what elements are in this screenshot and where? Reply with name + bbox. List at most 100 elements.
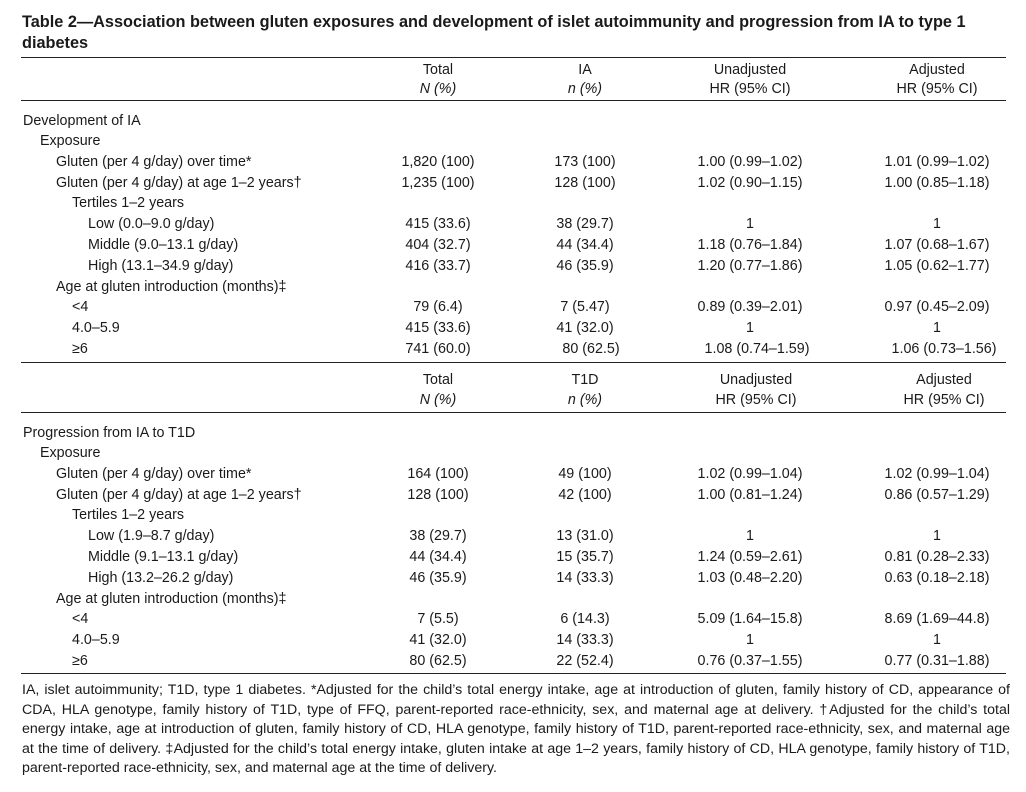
cell-adj: 1.05 (0.62–1.77): [884, 257, 990, 274]
row-label: Age at gluten introduction (months)‡: [56, 590, 287, 607]
cell-n: 14 (33.3): [556, 632, 614, 649]
cell-n: 6 (14.3): [560, 611, 610, 628]
row-label: Gluten (per 4 g/day) over time*: [56, 465, 252, 482]
row-label: Middle (9.1–13.1 g/day): [88, 549, 239, 565]
cell-total: 404 (32.7): [405, 237, 471, 253]
cell-adj: 1: [933, 632, 941, 649]
cell-total: 80 (62.5): [409, 653, 467, 669]
col-header-ia: IA: [578, 62, 592, 78]
row-label: High (13.2–26.2 g/day): [88, 569, 234, 586]
row-label: Gluten (per 4 g/day) at age 1–2 years†: [56, 486, 302, 503]
cell-n: 22 (52.4): [556, 653, 614, 669]
row-label: ≥6: [72, 341, 88, 357]
row-label: High (13.1–34.9 g/day): [88, 257, 234, 274]
cell-unadj: 1.20 (0.77–1.86): [697, 257, 803, 274]
cell-n: 49 (100): [558, 465, 612, 482]
row-label: Tertiles 1–2 years: [72, 195, 185, 212]
cell-unadj: 1.00 (0.99–1.02): [697, 153, 803, 170]
col-header-t1d: T1D: [571, 372, 599, 388]
cell-unadj: 1.02 (0.90–1.15): [697, 174, 803, 191]
cell-adj: 0.63 (0.18–2.18): [884, 569, 990, 586]
cell-unadj: 1.03 (0.48–2.20): [697, 569, 803, 586]
col-header-ia-sub: n (%): [567, 81, 603, 97]
cell-n: 13 (31.0): [556, 528, 614, 545]
col-header-t1d-sub: n (%): [567, 392, 603, 408]
col-header-unadjusted: Unadjusted: [713, 62, 787, 78]
rule-header1: [21, 100, 1006, 101]
cell-adj: 1.00 (0.85–1.18): [884, 174, 990, 191]
cell-unadj: 1.08 (0.74–1.59): [704, 341, 810, 357]
cell-adj: 1: [933, 320, 941, 337]
cell-adj: 1.06 (0.73–1.56): [891, 341, 997, 357]
row-label: <4: [72, 611, 89, 628]
row-label: Gluten (per 4 g/day) at age 1–2 years†: [56, 174, 302, 191]
col-header-unadjusted-sub: HR (95% CI): [715, 392, 797, 408]
row-label: ≥6: [72, 653, 88, 669]
cell-n: 44 (34.4): [556, 237, 614, 253]
col-header-adjusted-sub: HR (95% CI): [896, 81, 978, 97]
cell-n: 173 (100): [554, 153, 616, 170]
row-label: 4.0–5.9: [72, 632, 120, 649]
cell-total: 41 (32.0): [409, 632, 467, 649]
cell-unadj: 1: [746, 320, 754, 337]
row-label: Gluten (per 4 g/day) over time*: [56, 153, 252, 170]
section-heading: Development of IA: [23, 113, 141, 129]
cell-n: 128 (100): [554, 174, 616, 191]
row-label: Low (1.9–8.7 g/day): [88, 528, 215, 545]
cell-total: 416 (33.7): [405, 257, 471, 274]
cell-total: 79 (6.4): [413, 299, 463, 316]
row-label: Age at gluten introduction (months)‡: [56, 278, 287, 295]
cell-unadj: 1.24 (0.59–2.61): [697, 549, 803, 565]
row-label: 4.0–5.9: [72, 320, 120, 337]
cell-adj: 0.81 (0.28–2.33): [884, 549, 990, 565]
cell-unadj: 1.18 (0.76–1.84): [697, 237, 803, 253]
cell-total: 44 (34.4): [409, 549, 467, 565]
rule-bottom: [21, 673, 1006, 674]
cell-unadj: 1: [746, 216, 754, 233]
col-header-adjusted: Adjusted: [916, 372, 972, 388]
cell-n: 14 (33.3): [556, 569, 614, 586]
cell-unadj: 5.09 (1.64–15.8): [697, 611, 803, 628]
row-label: Tertiles 1–2 years: [72, 507, 185, 524]
cell-total: 1,235 (100): [401, 174, 475, 191]
rule-top: [21, 57, 1006, 58]
cell-total: 415 (33.6): [405, 320, 471, 337]
col-header-adjusted: Adjusted: [909, 62, 965, 78]
cell-unadj: 0.89 (0.39–2.01): [697, 299, 803, 316]
cell-unadj: 1: [746, 632, 754, 649]
col-header-total: Total: [422, 62, 454, 78]
cell-unadj: 1.00 (0.81–1.24): [697, 486, 803, 503]
cell-adj: 8.69 (1.69–44.8): [884, 611, 990, 628]
cell-adj: 1.02 (0.99–1.04): [884, 465, 990, 482]
cell-n: 80 (62.5): [562, 341, 620, 357]
col-header-total-sub: N (%): [419, 392, 457, 408]
cell-adj: 1.07 (0.68–1.67): [884, 237, 990, 253]
cell-n: 41 (32.0): [556, 320, 614, 337]
cell-n: 38 (29.7): [556, 216, 614, 233]
cell-total: 46 (35.9): [409, 569, 467, 586]
row-label: <4: [72, 299, 89, 316]
cell-adj: 0.77 (0.31–1.88): [884, 653, 990, 669]
cell-adj: 0.86 (0.57–1.29): [884, 486, 990, 503]
cell-adj: 1: [933, 216, 941, 233]
row-label: Middle (9.0–13.1 g/day): [88, 237, 239, 253]
col-header-unadjusted-sub: HR (95% CI): [709, 81, 791, 97]
col-header-total: Total: [422, 372, 454, 388]
cell-adj: 1.01 (0.99–1.02): [884, 153, 990, 170]
row-label: Low (0.0–9.0 g/day): [88, 216, 215, 233]
rule-mid: [21, 362, 1006, 363]
cell-total: 128 (100): [407, 486, 469, 503]
cell-total: 38 (29.7): [409, 528, 467, 545]
cell-unadj: 1.02 (0.99–1.04): [697, 465, 803, 482]
cell-adj: 1: [933, 528, 941, 545]
cell-n: 15 (35.7): [556, 549, 614, 565]
section-heading: Progression from IA to T1D: [23, 425, 196, 441]
cell-total: 1,820 (100): [401, 153, 475, 170]
cell-total: 7 (5.5): [417, 611, 459, 628]
table-title: Table 2—Association between gluten expos…: [22, 13, 966, 52]
cell-n: 7 (5.47): [560, 299, 610, 316]
rule-header2: [21, 412, 1006, 413]
col-header-adjusted-sub: HR (95% CI): [903, 392, 985, 408]
cell-total: 741 (60.0): [405, 341, 471, 357]
table-footnote: IA, islet autoimmunity; T1D, type 1 diab…: [22, 682, 1010, 777]
